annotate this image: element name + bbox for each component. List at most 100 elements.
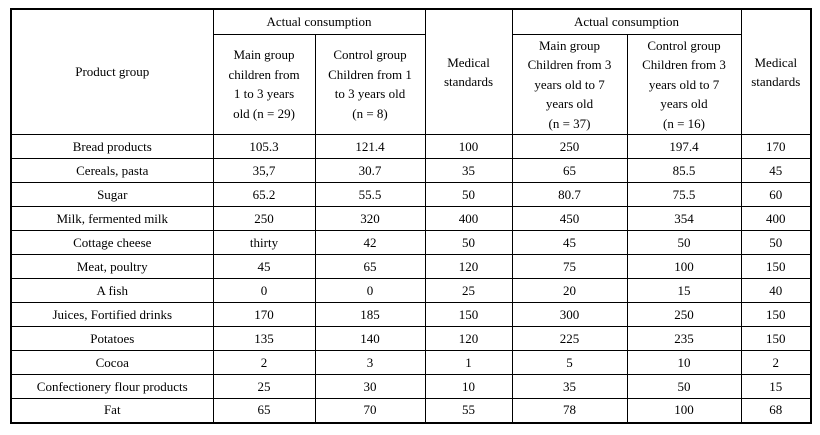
value-cell: 100 [626, 398, 742, 423]
value-cell: 3 [314, 350, 426, 375]
product-cell: Sugar [10, 182, 214, 207]
value-cell: 35 [511, 374, 628, 399]
value-cell: 65 [511, 158, 628, 183]
value-cell: 121.4 [314, 134, 426, 159]
value-cell: 40 [740, 278, 812, 303]
table-row: Fat 65 70 55 78 100 68 [10, 398, 812, 423]
value-cell: 35,7 [212, 158, 316, 183]
value-cell: 25 [424, 278, 513, 303]
product-cell: A fish [10, 278, 214, 303]
table-row: Confectionery flour products 25 30 10 35… [10, 374, 812, 399]
product-cell: Cottage cheese [10, 230, 214, 255]
value-cell: 400 [424, 206, 513, 231]
product-cell: Milk, fermented milk [10, 206, 214, 231]
table-row: Cottage cheese thirty 42 50 45 50 50 [10, 230, 812, 255]
value-cell: 55 [424, 398, 513, 423]
value-cell: 1 [424, 350, 513, 375]
col-header-control-group-1-3: Control group Children from 1 to 3 years… [314, 33, 426, 135]
value-cell: 75.5 [626, 182, 742, 207]
header-row-sub: Main group children from 1 to 3 years ol… [11, 33, 811, 135]
value-cell: 25 [212, 374, 316, 399]
value-cell: 45 [212, 254, 316, 279]
value-cell: 150 [740, 326, 812, 351]
value-cell: 250 [212, 206, 316, 231]
col-header-actual-consumption-1-3: Actual consumption [212, 8, 426, 35]
product-cell: Fat [10, 398, 214, 423]
value-cell: 170 [212, 302, 316, 327]
value-cell: 5 [511, 350, 628, 375]
value-cell: 45 [511, 230, 628, 255]
value-cell: 100 [424, 134, 513, 159]
value-cell: 65 [212, 398, 316, 423]
table-row: Cocoa 2 3 1 5 10 2 [10, 350, 812, 375]
value-cell: 50 [626, 230, 742, 255]
value-cell: 55.5 [314, 182, 426, 207]
value-cell: 150 [740, 254, 812, 279]
value-cell: 135 [212, 326, 316, 351]
value-cell: 45 [740, 158, 812, 183]
product-cell: Meat, poultry [10, 254, 214, 279]
value-cell: 250 [626, 302, 742, 327]
col-header-medical-standards-1-3: Medical standards [424, 8, 513, 135]
value-cell: 80.7 [511, 182, 628, 207]
value-cell: 150 [740, 302, 812, 327]
value-cell: 0 [314, 278, 426, 303]
value-cell: 2 [212, 350, 316, 375]
value-cell: 85.5 [626, 158, 742, 183]
value-cell: 300 [511, 302, 628, 327]
value-cell: 30.7 [314, 158, 426, 183]
value-cell: 30 [314, 374, 426, 399]
value-cell: 320 [314, 206, 426, 231]
value-cell: 15 [626, 278, 742, 303]
value-cell: 50 [626, 374, 742, 399]
col-header-product-group: Product group [10, 8, 214, 135]
col-header-control-group-3-7: Control group Children from 3 years old … [626, 33, 742, 135]
value-cell: 105.3 [212, 134, 316, 159]
col-header-main-group-3-7: Main group Children from 3 years old to … [511, 33, 628, 135]
consumption-table: Product group Actual consumption Medical… [10, 8, 813, 424]
value-cell: 65.2 [212, 182, 316, 207]
value-cell: 197.4 [626, 134, 742, 159]
value-cell: 15 [740, 374, 812, 399]
value-cell: 68 [740, 398, 812, 423]
table-row: Juices, Fortified drinks 170 185 150 300… [10, 302, 812, 327]
table-header: Product group Actual consumption Medical… [10, 8, 812, 135]
value-cell: 2 [740, 350, 812, 375]
value-cell: 354 [626, 206, 742, 231]
value-cell: 185 [314, 302, 426, 327]
value-cell: 100 [626, 254, 742, 279]
table-row: Bread products 105.3 121.4 100 250 197.4… [10, 134, 812, 159]
product-cell: Bread products [10, 134, 214, 159]
table-row: Meat, poultry 45 65 120 75 100 150 [10, 254, 812, 279]
table-row: Sugar 65.2 55.5 50 80.7 75.5 60 [10, 182, 812, 207]
value-cell: 20 [511, 278, 628, 303]
col-header-medical-standards-3-7: Medical standards [740, 8, 812, 135]
product-cell: Confectionery flour products [10, 374, 214, 399]
value-cell: 75 [511, 254, 628, 279]
table-body: Bread products 105.3 121.4 100 250 197.4… [10, 134, 812, 423]
product-cell: Potatoes [10, 326, 214, 351]
value-cell: 10 [424, 374, 513, 399]
value-cell: 250 [511, 134, 628, 159]
value-cell: 150 [424, 302, 513, 327]
value-cell: 0 [212, 278, 316, 303]
value-cell: 42 [314, 230, 426, 255]
table-row: Potatoes 135 140 120 225 235 150 [10, 326, 812, 351]
value-cell: 50 [424, 182, 513, 207]
table-row: Cereals, pasta 35,7 30.7 35 65 85.5 45 [10, 158, 812, 183]
value-cell: 120 [424, 326, 513, 351]
value-cell: 235 [626, 326, 742, 351]
col-header-main-group-1-3: Main group children from 1 to 3 years ol… [212, 33, 316, 135]
col-header-actual-consumption-3-7: Actual consumption [511, 8, 742, 35]
value-cell: thirty [212, 230, 316, 255]
value-cell: 35 [424, 158, 513, 183]
value-cell: 65 [314, 254, 426, 279]
value-cell: 70 [314, 398, 426, 423]
value-cell: 140 [314, 326, 426, 351]
product-cell: Cocoa [10, 350, 214, 375]
value-cell: 400 [740, 206, 812, 231]
value-cell: 225 [511, 326, 628, 351]
value-cell: 120 [424, 254, 513, 279]
table-row: Milk, fermented milk 250 320 400 450 354… [10, 206, 812, 231]
